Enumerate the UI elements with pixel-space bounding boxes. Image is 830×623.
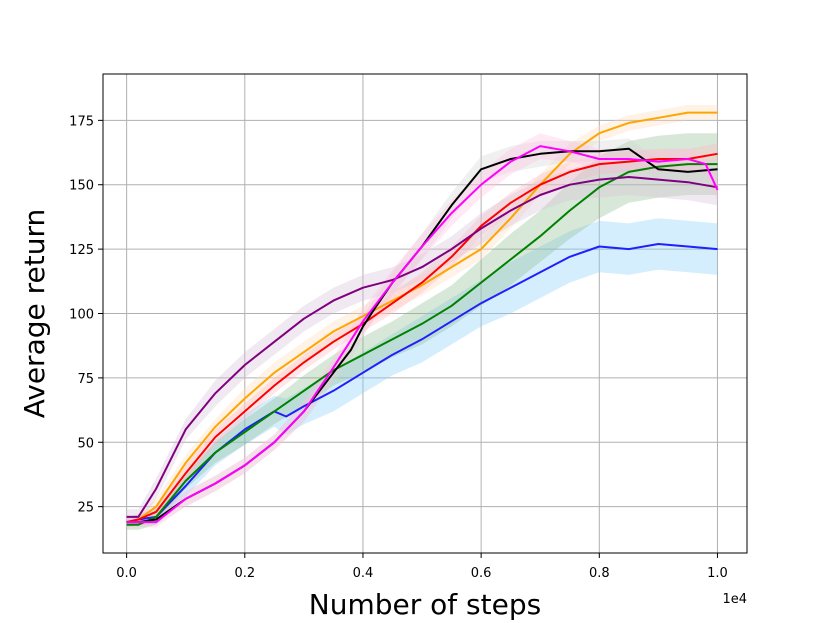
x-axis-title: Number of steps <box>309 588 541 621</box>
series-lines <box>126 111 719 526</box>
series-2-line <box>126 163 718 526</box>
y-tick-label: 50 <box>77 436 94 451</box>
y-axis-title: Average return <box>18 209 51 419</box>
y-tick-label: 125 <box>69 243 94 258</box>
x-tick-label: 1.0 <box>707 566 728 581</box>
series-7-line <box>126 145 719 524</box>
series-1-band <box>126 218 718 528</box>
series-1-line <box>126 243 718 524</box>
x-tick-label: 0.4 <box>353 566 374 581</box>
x-tick-label: 0.6 <box>471 566 492 581</box>
series-5-band <box>126 159 718 525</box>
y-tick-label: 175 <box>69 114 94 129</box>
x-tick-label: 0.2 <box>234 566 255 581</box>
y-tick-label: 100 <box>69 308 94 323</box>
series-5-line <box>126 176 718 518</box>
ticks: 0.0 0.2 0.4 0.6 0.8 1.0 25 50 75 100 125 150 175 <box>69 114 728 581</box>
x-tick-label: 0.0 <box>116 566 137 581</box>
y-tick-label: 75 <box>77 372 94 387</box>
series-2-band <box>126 133 718 530</box>
x-axis-offset-label: 1e4 <box>722 592 747 607</box>
y-tick-label: 150 <box>69 179 94 194</box>
y-tick-label: 25 <box>77 501 94 516</box>
series-6-band <box>126 138 718 528</box>
series-4-line <box>126 152 718 524</box>
confidence-bands <box>126 104 718 530</box>
x-tick-label: 0.8 <box>589 566 610 581</box>
